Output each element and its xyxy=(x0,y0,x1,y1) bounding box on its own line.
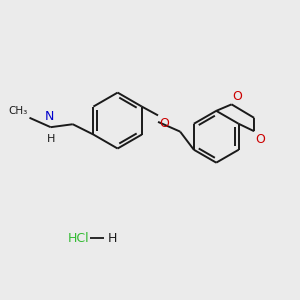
Text: CH₃: CH₃ xyxy=(8,106,27,116)
Text: HCl: HCl xyxy=(68,232,89,245)
Text: O: O xyxy=(233,90,243,103)
Text: O: O xyxy=(255,133,265,146)
Text: H: H xyxy=(47,134,56,144)
Text: N: N xyxy=(44,110,54,123)
Text: O: O xyxy=(160,117,170,130)
Text: H: H xyxy=(107,232,117,245)
